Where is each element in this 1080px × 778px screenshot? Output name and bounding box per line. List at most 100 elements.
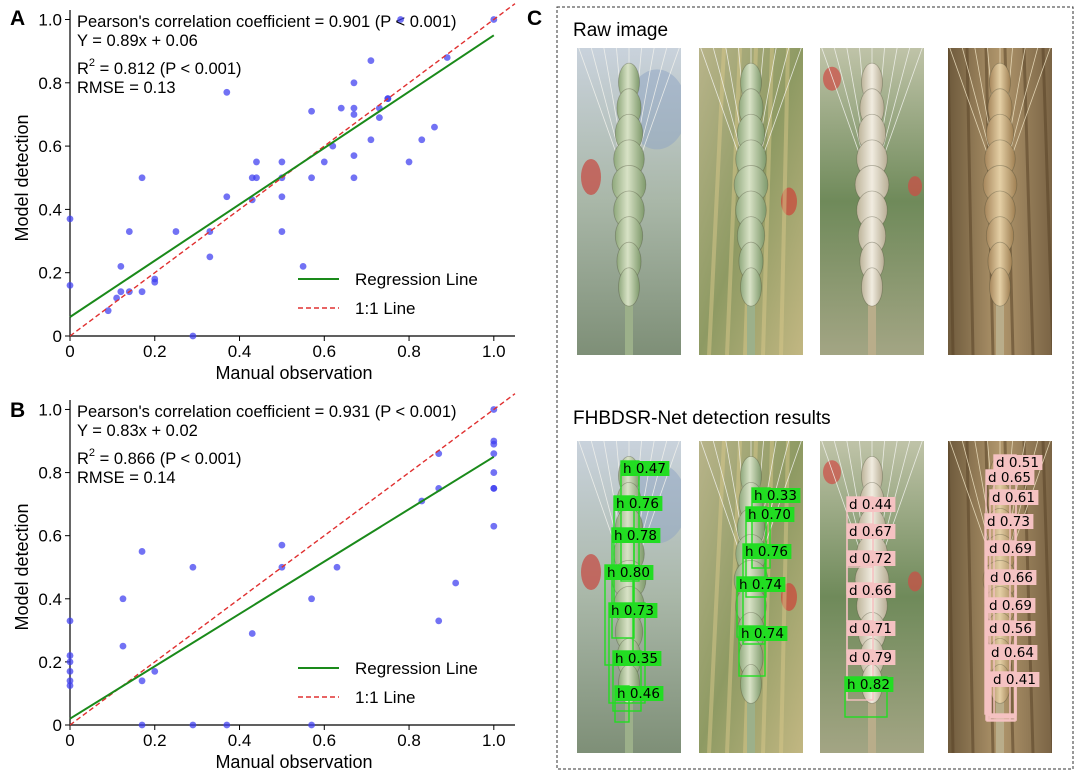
red-flower-blur [581, 554, 601, 591]
plot-a-identity-line [69, 3, 516, 337]
detection-label: d 0.79 [849, 650, 892, 666]
detection-label-bg [987, 621, 1036, 636]
detection-label-bg [746, 507, 795, 522]
red-flower-blur [908, 176, 922, 197]
detection-label-bg [737, 577, 786, 592]
scatter-plot-a: Pearson's correlation coefficient = 0.90… [38, 3, 516, 361]
detection-label: h 0.47 [623, 461, 666, 477]
plot-a-data-point [367, 136, 375, 144]
detection-label: h 0.80 [607, 565, 650, 581]
plot-b-data-point [66, 667, 74, 675]
plot-a-data-point [418, 136, 426, 144]
detection-label: d 0.64 [991, 645, 1034, 661]
leaf-blur [725, 441, 742, 753]
plot-a-data-point [206, 253, 214, 261]
plot-b-data-point [66, 652, 74, 659]
plot-b-data-point [490, 450, 498, 458]
detection-label-bg [847, 497, 896, 512]
plot-b-data-point [490, 440, 498, 448]
plot-b-ytick-label: 1.0 [38, 400, 62, 419]
spikelet [740, 663, 762, 704]
awn [1011, 48, 1051, 156]
plot-b-identity-line [69, 393, 516, 726]
x-axis-label-a: Manual observation [215, 363, 372, 383]
wheat-ear-3-raw [820, 48, 924, 355]
legend-identity-label-b: 1:1 Line [355, 688, 416, 707]
wheat-ear-4-raw [948, 48, 1052, 355]
plot-b-data-point [308, 721, 315, 729]
detection-label: d 0.44 [849, 497, 892, 513]
plot-b-regression-line [69, 455, 495, 720]
plot-a-data-point [350, 152, 358, 159]
detection-label: d 0.69 [989, 598, 1032, 614]
detection-label-bg [991, 672, 1040, 687]
plot-a-data-point [66, 215, 74, 223]
detection-label: d 0.72 [849, 551, 892, 567]
detection-label: d 0.65 [988, 470, 1031, 486]
detection-label: d 0.66 [990, 570, 1033, 586]
panel-letter-c: C [527, 7, 542, 30]
stem-blur [948, 441, 955, 753]
plot-a-data-point [397, 16, 404, 23]
leaf-blur [761, 48, 774, 355]
plot-b-data-point [278, 541, 286, 549]
red-flower-blur [908, 571, 922, 592]
awn [640, 48, 680, 156]
plot-a-data-point [278, 158, 286, 166]
plot-a-data-point [189, 332, 197, 340]
plot-a-data-point [104, 307, 112, 315]
detection-label-bg [847, 650, 896, 665]
detection-label-bg [743, 544, 792, 559]
plot-b-data-point [66, 617, 74, 625]
image-grid: h 0.47 h 0.76 h 0.78 h 0.80 h 0.73 h 0.35 h 0.… [577, 48, 1052, 753]
rmse-text-b: RMSE = 0.14 [77, 469, 176, 487]
plot-a-data-point [308, 107, 315, 115]
detection-label: d 0.61 [992, 490, 1035, 506]
detection-label: h 0.74 [741, 626, 784, 642]
plot-a-data-point [375, 114, 383, 122]
plot-b-data-point [490, 469, 498, 476]
plot-a-data-point [431, 123, 438, 131]
detection-label: d 0.41 [993, 672, 1036, 688]
plot-a-data-point [278, 193, 286, 201]
detection-label: d 0.69 [989, 541, 1032, 557]
plot-b-data-point [490, 522, 498, 530]
red-flower-blur [823, 460, 841, 485]
awn [700, 48, 740, 156]
red-flower-blur [581, 158, 601, 195]
detection-label: d 0.71 [849, 621, 892, 637]
plot-b-data-point [138, 548, 146, 555]
legend-a: Regression Line 1:1 Line [298, 270, 478, 318]
stem [747, 293, 755, 355]
plot-a-data-point [299, 262, 307, 270]
detection-label: h 0.82 [847, 677, 890, 693]
spikelet [618, 267, 640, 307]
legend-regression-label-b: Regression Line [355, 659, 478, 678]
stem-blur [1041, 48, 1052, 355]
x-axis-label-b: Manual observation [215, 752, 372, 772]
plot-b-xtick-label: 0.4 [228, 731, 252, 750]
y-axis-label-b: Model detection [12, 503, 32, 630]
detection-label: h 0.78 [614, 528, 657, 544]
detection-label: h 0.74 [739, 577, 782, 593]
plot-a-data-point [172, 228, 180, 235]
plot-a-xtick-label: 0.6 [312, 342, 336, 361]
awn [578, 48, 618, 156]
leaf-blur [707, 441, 726, 753]
stem-blur [1041, 441, 1052, 753]
plot-a-xtick-label: 0.2 [143, 342, 167, 361]
plot-a-data-point [66, 281, 74, 289]
rmse-text-a: RMSE = 0.13 [77, 79, 176, 97]
detection-label: h 0.76 [745, 544, 788, 560]
panel-letter-b: B [10, 399, 25, 422]
awn [700, 441, 740, 551]
plot-a-data-point [138, 174, 146, 182]
awn [961, 48, 992, 156]
plot-b-data-point [452, 579, 460, 587]
stem [868, 293, 876, 355]
plot-b-ytick-label: 0.4 [38, 590, 62, 609]
scatter-plot-b: Pearson's correlation coefficient = 0.93… [38, 393, 516, 750]
detection-label-bg [752, 488, 801, 503]
detection-label-bg [986, 470, 1035, 485]
plot-a-data-point [117, 288, 125, 296]
